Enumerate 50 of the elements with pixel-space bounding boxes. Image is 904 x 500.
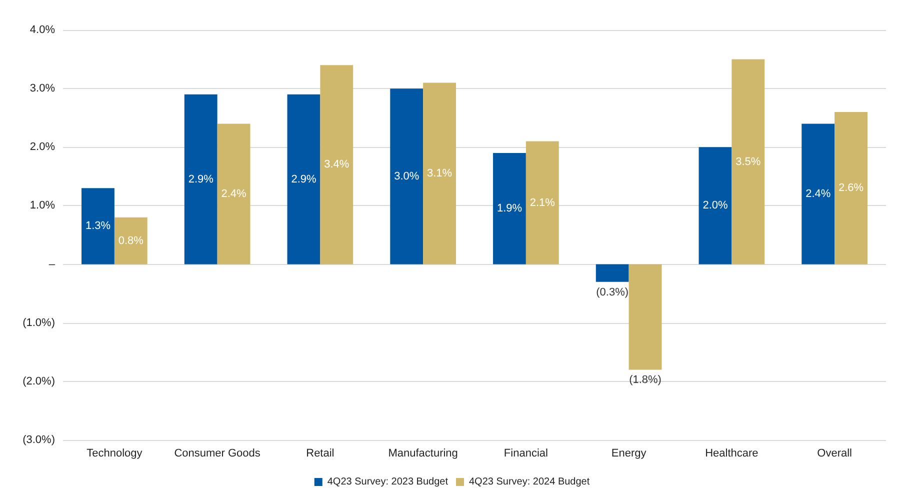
- bar: [287, 94, 320, 264]
- y-tick-label: 3.0%: [30, 82, 56, 95]
- data-label: 2.4%: [806, 188, 831, 200]
- y-tick-label: (1.0%): [22, 316, 55, 329]
- x-tick-label: Financial: [504, 448, 548, 460]
- data-label: 2.9%: [188, 173, 214, 186]
- x-tick-label: Technology: [86, 448, 143, 460]
- y-tick-label: (2.0%): [22, 375, 55, 388]
- data-label: 3.1%: [426, 168, 452, 180]
- data-label: 2.4%: [221, 188, 247, 200]
- bar: [526, 141, 559, 264]
- bar: [802, 124, 835, 264]
- data-label: 2.6%: [838, 182, 864, 194]
- bar: [320, 65, 354, 264]
- x-tick-label: Healthcare: [705, 448, 758, 460]
- data-label: 2.0%: [702, 200, 728, 212]
- bar: [493, 153, 526, 264]
- data-label: 1.3%: [85, 220, 111, 232]
- bar: [114, 217, 148, 264]
- data-label: 2.9%: [291, 173, 316, 186]
- data-label: 2.1%: [530, 196, 556, 209]
- bar: [628, 264, 662, 370]
- y-tick-label: 2.0%: [30, 141, 56, 154]
- x-tick-label: Retail: [306, 448, 334, 460]
- bar: [217, 124, 250, 264]
- bar: [698, 147, 732, 264]
- data-label: (1.8%): [629, 374, 662, 386]
- bar: [423, 82, 456, 264]
- x-tick-label: Overall: [817, 448, 852, 460]
- y-tick-label: 1.0%: [30, 200, 56, 212]
- y-tick-label: 4.0%: [30, 24, 56, 36]
- y-tick-label: (3.0%): [22, 434, 55, 446]
- bar: [390, 88, 424, 264]
- bar: [834, 112, 868, 264]
- x-tick-label: Manufacturing: [388, 448, 458, 460]
- data-label: 3.5%: [736, 156, 761, 168]
- bar: [82, 188, 114, 264]
- data-label: 3.4%: [324, 158, 350, 171]
- y-tick-label: –: [48, 258, 56, 270]
- bar: [732, 59, 765, 264]
- data-label: (0.3%): [596, 286, 629, 298]
- x-tick-label: Consumer Goods: [174, 448, 261, 460]
- legend-label: 4Q23 Survey: 2024 Budget: [469, 476, 590, 488]
- data-label: 0.8%: [118, 234, 144, 247]
- data-label: 3.0%: [394, 170, 420, 182]
- x-tick-label: Energy: [611, 448, 647, 460]
- bar: [184, 94, 218, 264]
- legend-label: 4Q23 Survey: 2023 Budget: [327, 476, 448, 488]
- bar: [596, 264, 629, 282]
- data-label: 1.9%: [496, 202, 522, 215]
